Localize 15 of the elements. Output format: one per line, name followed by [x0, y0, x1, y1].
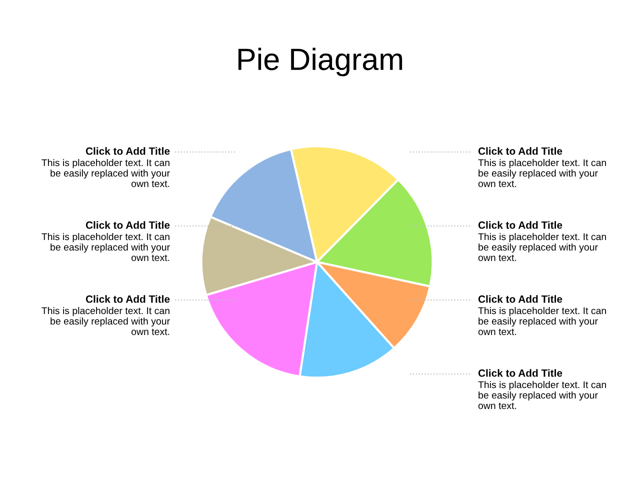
text: Click to Add Title	[86, 221, 170, 229]
text: This is placeholder text. It can be easily replaced with your own text.	[478, 307, 606, 336]
text: Click to Add Title	[478, 221, 562, 229]
text: This is placeholder text. It can be easily replaced with your own text.	[42, 159, 170, 188]
text: This is placeholder text. It can be easily replaced with your own text.	[478, 159, 606, 188]
text: This is placeholder text. It can be easily replaced with your own text.	[478, 233, 606, 262]
chart-title: Pie Diagram	[238, 48, 402, 76]
text: This is placeholder text. It can be easily replaced with your own text.	[478, 381, 606, 410]
text: This is placeholder text. It can be easily replaced with your own text.	[42, 307, 170, 336]
text: This is placeholder text. It can be easily replaced with your own text.	[42, 233, 170, 262]
text: Click to Add Title	[86, 147, 170, 155]
text: Click to Add Title	[478, 369, 562, 377]
text: Click to Add Title	[478, 147, 562, 155]
text: Click to Add Title	[478, 295, 562, 303]
text: Click to Add Title	[86, 295, 170, 303]
